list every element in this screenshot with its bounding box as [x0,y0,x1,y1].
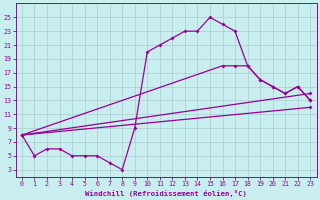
X-axis label: Windchill (Refroidissement éolien,°C): Windchill (Refroidissement éolien,°C) [85,190,247,197]
